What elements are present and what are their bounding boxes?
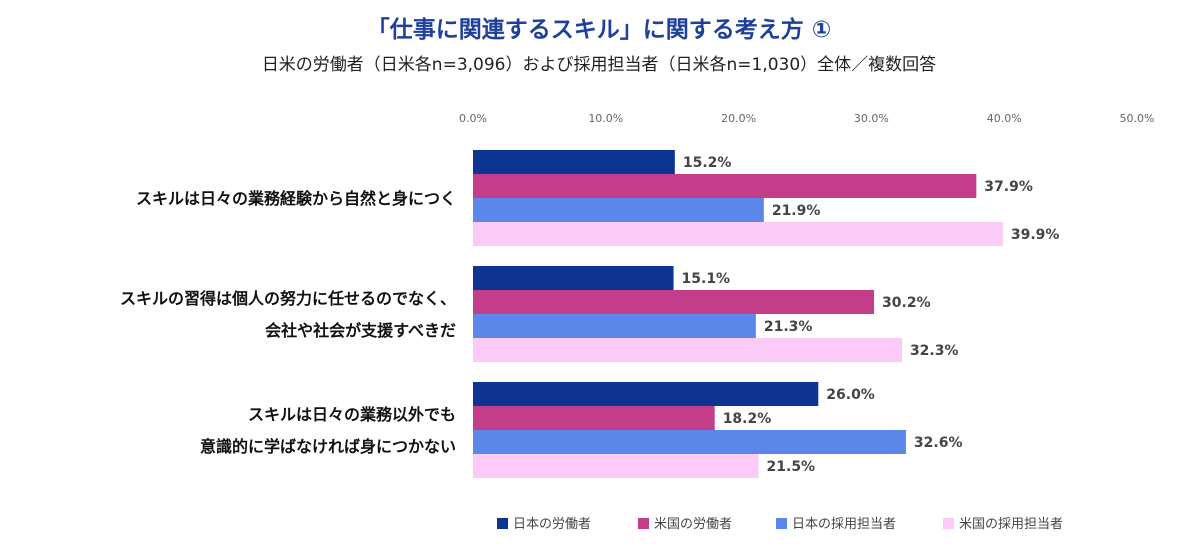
data-label: 32.3% [910,343,959,359]
bar [473,222,1003,246]
bar [473,174,977,198]
x-tick-label: 20.0% [721,112,756,125]
data-label: 15.1% [682,271,731,287]
data-label: 21.9% [772,203,821,219]
data-label: 21.3% [764,319,813,335]
legend-swatch [943,518,954,529]
legend-label: 米国の採用担当者 [959,517,1063,532]
legend-swatch [776,518,787,529]
category-label: スキルは日々の業務以外でも [248,405,456,424]
data-label: 26.0% [826,387,875,403]
x-tick-label: 40.0% [987,112,1022,125]
data-label: 15.2% [683,155,732,171]
bar [473,406,715,430]
bar [473,430,906,454]
data-label: 21.5% [767,459,816,475]
bar [473,382,819,406]
data-label: 37.9% [984,179,1033,195]
x-tick-label: 10.0% [588,112,623,125]
bar [473,314,756,338]
bar [473,198,764,222]
category-label: スキルは日々の業務経験から自然と身につく [136,189,456,208]
legend-label: 米国の労働者 [654,517,732,532]
legend-swatch [497,518,508,529]
category-label: 意識的に学ばなければ身につかない [200,437,456,456]
bar [473,338,902,362]
legend-label: 日本の採用担当者 [792,517,896,532]
chart-subtitle: 日米の労働者（日米各n=3,096）および採用担当者（日米各n=1,030）全体… [261,55,937,75]
category-label: 会社や社会が支援すべきだ [265,321,456,340]
bar [473,454,759,478]
legend-swatch [638,518,649,529]
bar [473,290,875,314]
x-tick-label: 0.0% [459,112,487,125]
legend-label: 日本の労働者 [513,517,591,532]
category-label: スキルの習得は個人の努力に任せるのでなく、 [120,289,456,308]
data-label: 39.9% [1011,227,1060,243]
data-label: 18.2% [723,411,772,427]
bar [473,150,675,174]
x-tick-label: 30.0% [854,112,889,125]
data-label: 32.6% [914,435,963,451]
bar [473,266,674,290]
chart-title: 「仕事に関連するスキル」に関する考え方 ① [366,17,832,43]
x-tick-label: 50.0% [1120,112,1155,125]
data-label: 30.2% [882,295,931,311]
